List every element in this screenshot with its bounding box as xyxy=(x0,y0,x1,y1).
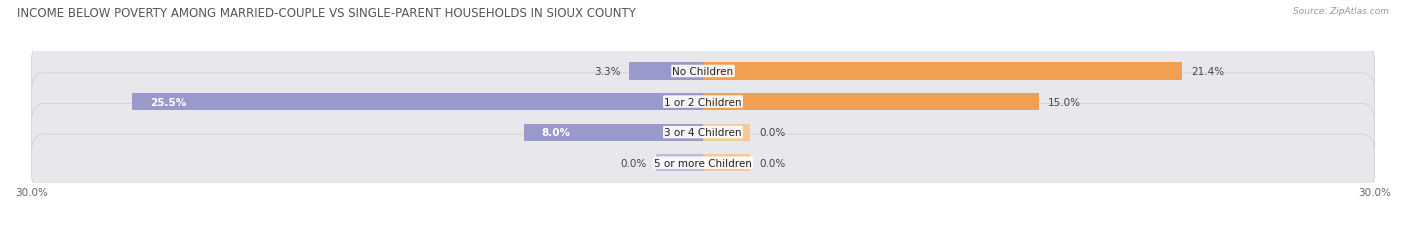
Text: 5 or more Children: 5 or more Children xyxy=(654,158,752,168)
Text: 0.0%: 0.0% xyxy=(759,128,785,137)
Text: 0.0%: 0.0% xyxy=(621,158,647,168)
Text: 15.0%: 15.0% xyxy=(1047,97,1081,107)
Bar xyxy=(628,63,703,80)
Text: 8.0%: 8.0% xyxy=(541,128,571,137)
FancyBboxPatch shape xyxy=(31,104,1375,161)
Bar xyxy=(703,94,1039,111)
Text: 1 or 2 Children: 1 or 2 Children xyxy=(664,97,742,107)
Text: 3 or 4 Children: 3 or 4 Children xyxy=(664,128,742,137)
Text: 3.3%: 3.3% xyxy=(593,67,620,77)
Text: No Children: No Children xyxy=(672,67,734,77)
Bar xyxy=(132,94,703,111)
Bar xyxy=(657,155,703,172)
Bar xyxy=(524,124,703,141)
FancyBboxPatch shape xyxy=(31,43,1375,100)
Text: Source: ZipAtlas.com: Source: ZipAtlas.com xyxy=(1294,7,1389,16)
Text: INCOME BELOW POVERTY AMONG MARRIED-COUPLE VS SINGLE-PARENT HOUSEHOLDS IN SIOUX C: INCOME BELOW POVERTY AMONG MARRIED-COUPL… xyxy=(17,7,636,20)
Bar xyxy=(703,155,749,172)
Text: 25.5%: 25.5% xyxy=(150,97,187,107)
FancyBboxPatch shape xyxy=(31,134,1375,192)
Bar xyxy=(703,63,1182,80)
FancyBboxPatch shape xyxy=(31,73,1375,131)
Bar xyxy=(703,124,749,141)
Text: 0.0%: 0.0% xyxy=(759,158,785,168)
Text: 21.4%: 21.4% xyxy=(1191,67,1225,77)
